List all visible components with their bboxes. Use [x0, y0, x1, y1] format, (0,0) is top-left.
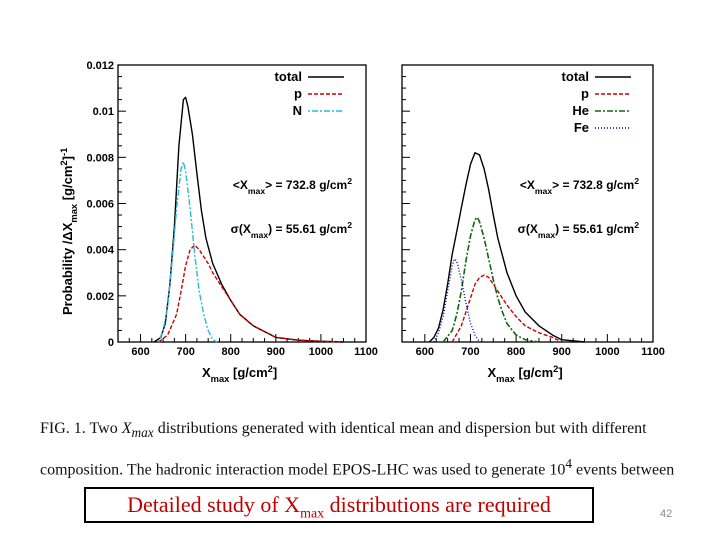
- x-tick-label: 1000: [309, 346, 333, 358]
- series-line-p: [158, 244, 344, 343]
- y-tick-label: 0.006: [86, 199, 114, 211]
- x-tick-label: 1100: [354, 346, 378, 358]
- series-line-He: [442, 216, 540, 343]
- x-tick-label: 700: [461, 346, 479, 358]
- legend-label-N: N: [293, 103, 302, 118]
- annotation-1: <Xmax> = 732.8 g/cm2: [520, 176, 639, 196]
- x-tick-label: 700: [176, 346, 194, 358]
- plot-frame: [401, 64, 654, 343]
- plot-frame: [117, 64, 367, 343]
- legend-label-p: p: [581, 86, 589, 101]
- annotation-2: σ(Xmax) = 55.61 g/cm2: [518, 220, 640, 240]
- x-tick-label: 800: [507, 346, 525, 358]
- y-tick-label: 0.002: [86, 291, 114, 303]
- x-tick-label: 600: [416, 346, 434, 358]
- y-tick-label: 0.012: [86, 60, 114, 72]
- series-line-p: [451, 274, 563, 343]
- slide-number: 42: [660, 508, 673, 520]
- x-tick-label: 900: [553, 346, 571, 358]
- figure-plots: 600 700 800 900 1000 1100 0 0.002 0.004 0.006 0.00…: [59, 60, 665, 384]
- series-line-total: [153, 96, 344, 343]
- annotation-2: σ(Xmax) = 55.61 g/cm2: [231, 220, 353, 240]
- annotation-1: <Xmax> = 732.8 g/cm2: [233, 176, 352, 196]
- x-tick-label: 1000: [595, 346, 619, 358]
- figure-caption-line-2: composition. The hadronic interaction mo…: [40, 456, 675, 479]
- y-tick-label: 0.004: [86, 245, 114, 257]
- y-tick-label: 0.008: [86, 152, 114, 164]
- x-tick-label: 1100: [641, 346, 665, 358]
- y-axis-label: Probability /ΔXmax [g/cm2]-1: [59, 148, 79, 315]
- series-line-Fe: [433, 258, 481, 343]
- y-tick-label: 0.01: [93, 106, 114, 118]
- highlight-banner: Detailed study of Xmax distributions are…: [84, 487, 594, 523]
- chart-panel-1: [117, 64, 367, 343]
- legend-label-total: total: [275, 69, 302, 84]
- x-tick-label: 900: [267, 346, 285, 358]
- legend-label-p: p: [294, 86, 302, 101]
- series-line-total: [428, 151, 585, 343]
- legend-label-Fe: Fe: [574, 120, 589, 135]
- x-axis-label: Xmax [g/cm2]: [202, 364, 277, 384]
- chart-panel-2: [401, 64, 654, 343]
- x-axis-label: Xmax [g/cm2]: [488, 364, 563, 384]
- series-line-N: [157, 161, 218, 343]
- x-tick-label: 800: [222, 346, 240, 358]
- legend-label-total: total: [562, 69, 589, 84]
- x-tick-label: 600: [131, 346, 149, 358]
- figure-caption-line-1: FIG. 1. Two Xmax distributions generated…: [40, 420, 647, 441]
- legend-label-He: He: [572, 103, 589, 118]
- y-tick-label: 0: [108, 337, 114, 349]
